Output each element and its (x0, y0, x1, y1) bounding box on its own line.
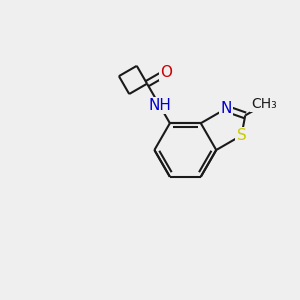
Text: NH: NH (148, 98, 171, 113)
Text: O: O (160, 65, 172, 80)
Text: CH₃: CH₃ (251, 98, 277, 111)
Text: N: N (220, 101, 232, 116)
Text: S: S (237, 128, 246, 143)
